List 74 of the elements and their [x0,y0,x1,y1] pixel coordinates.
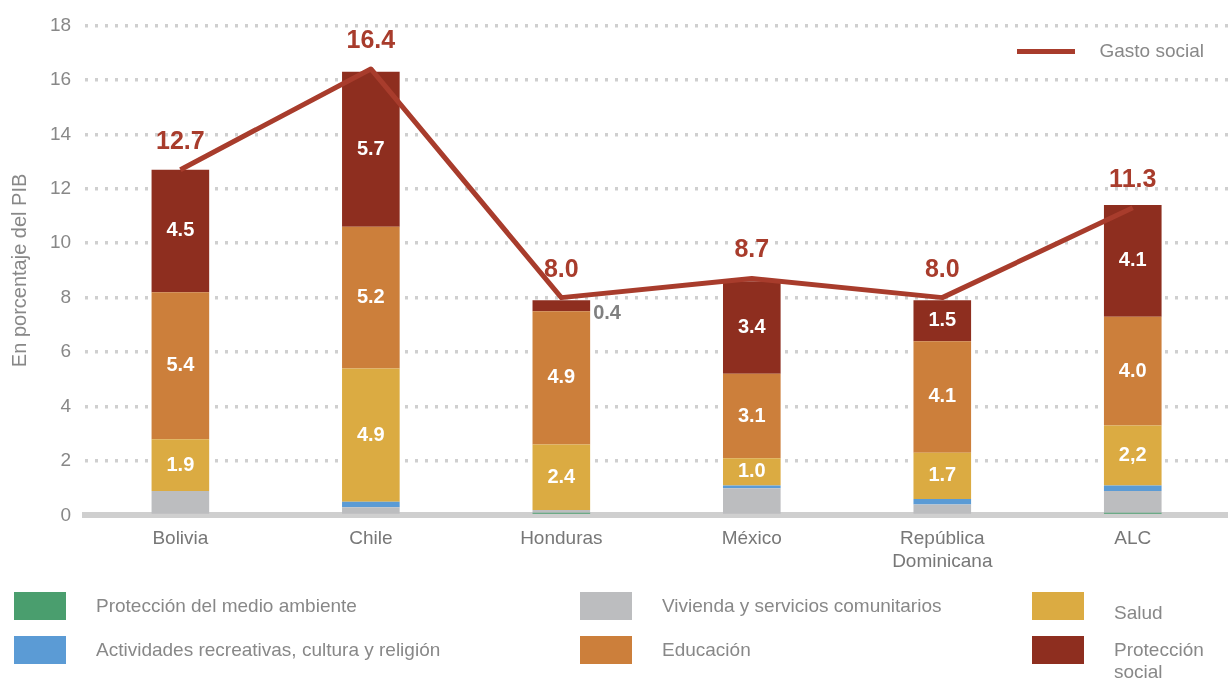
data-label: 16.4 [346,24,396,53]
bar [723,373,781,459]
bar [723,281,781,374]
data-label: 5.4 [166,353,196,376]
legend-label: Gasto social [1099,40,1204,62]
bar [342,71,400,227]
bar [342,368,400,502]
bar [342,226,400,369]
bar [151,292,210,440]
bar [532,300,591,312]
data-label: 4.9 [356,422,385,445]
y-tick-label: 8 [60,285,72,307]
x-tick-label: Bolivia [152,527,209,549]
data-label: 2,2 [1118,443,1147,466]
x-tick-label: Honduras [520,527,603,549]
bar [1103,316,1162,426]
y-tick-label: 18 [49,13,72,35]
data-label: 8.7 [734,234,770,263]
bar [913,300,972,342]
y-axis-title: En porcentaje del PIB [7,173,30,368]
bar [151,169,210,293]
bar [1103,490,1162,513]
data-label: 4.9 [547,365,576,388]
data-label: 4.1 [1118,248,1147,271]
y-tick-label: 16 [49,68,72,90]
bar [913,499,972,505]
x-tick-label: Chile [349,527,393,549]
y-tick-label: 10 [49,231,72,253]
data-label: 1.7 [928,463,957,486]
bar [151,490,210,514]
y-tick-label: 6 [60,340,72,362]
x-tick-label: República Dominicana [892,527,993,571]
y-tick-label: 4 [60,394,72,416]
data-label: 1.9 [166,452,195,475]
data-label: 1.0 [737,459,766,482]
bar [532,444,591,510]
data-label: 0.4 [593,301,622,324]
x-tick-label: México [721,527,782,549]
x-tick-label: ALC [1114,527,1152,549]
data-label: 4.5 [166,218,195,241]
data-label: 4.0 [1118,358,1147,381]
legend-label: Protección social [1114,638,1205,683]
data-label: 5.2 [356,285,385,308]
legend-label: Vivienda y servicios comunitarios [662,594,942,617]
data-label: 5.7 [356,136,385,159]
bar [532,311,591,445]
bar [342,507,400,514]
data-label: 2.4 [547,464,577,487]
bar [151,439,210,491]
data-label: 4.1 [928,384,957,407]
bar [913,452,972,500]
legend-label: Educación [662,638,751,661]
y-tick-label: 2 [60,449,72,471]
data-label: 12.7 [156,125,205,154]
data-label: 1.5 [928,308,957,331]
bar [723,485,781,489]
bar [913,504,972,514]
data-label: 3.1 [737,403,766,426]
data-label: 3.4 [737,315,767,338]
y-tick-label: 12 [49,176,72,198]
y-tick-label: 0 [60,503,72,525]
legend-label: Salud [1114,601,1163,624]
bar [1103,425,1162,486]
legend-label: Actividades recreativas, cultura y religión [96,638,441,661]
data-label: 8.0 [543,253,579,282]
bar [913,341,972,453]
y-tick-label: 14 [49,122,72,144]
data-label: 11.3 [1109,163,1157,192]
bar [342,501,400,508]
bar [723,488,781,514]
bar [1103,485,1162,491]
data-label: 8.0 [924,253,960,282]
bar [1103,205,1162,317]
legend-label: Protección del medio ambiente [96,594,357,617]
